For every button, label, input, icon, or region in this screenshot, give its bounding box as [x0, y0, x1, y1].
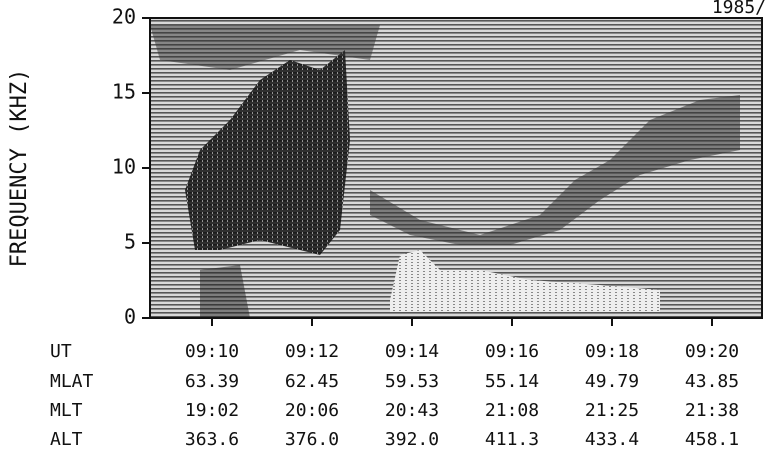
x-axis-label: UT — [50, 341, 72, 362]
ephemeris-value: 20:43 — [385, 400, 439, 421]
y-tick-label: 0 — [124, 305, 136, 329]
y-tick-label: 10 — [112, 155, 136, 179]
ephemeris-label: ALT — [50, 429, 83, 450]
spectrogram-image — [150, 18, 762, 318]
x-tick-label: 09:20 — [685, 341, 739, 362]
ephemeris-value: 21:38 — [685, 400, 739, 421]
x-tick-label: 09:16 — [485, 341, 539, 362]
ephemeris-label: MLAT — [50, 371, 94, 392]
ephemeris-value: 363.6 — [185, 429, 239, 450]
ephemeris-value: 62.45 — [285, 371, 339, 392]
ephemeris-value: 433.4 — [585, 429, 639, 450]
ephemeris-value: 19:02 — [185, 400, 239, 421]
y-tick-label: 20 — [112, 5, 136, 29]
x-tick-label: 09:12 — [285, 341, 339, 362]
y-tick-label: 15 — [112, 80, 136, 104]
ephemeris-value: 55.14 — [485, 371, 539, 392]
ephemeris-value: 59.53 — [385, 371, 439, 392]
ephemeris-value: 43.85 — [685, 371, 739, 392]
ephemeris-value: 411.3 — [485, 429, 539, 450]
ephemeris-value: 49.79 — [585, 371, 639, 392]
y-tick-label: 5 — [124, 230, 136, 254]
ephemeris-value: 20:06 — [285, 400, 339, 421]
ephemeris-value: 21:08 — [485, 400, 539, 421]
ephemeris-value: 21:25 — [585, 400, 639, 421]
x-tick-label: 09:18 — [585, 341, 639, 362]
ephemeris-value: 376.0 — [285, 429, 339, 450]
ephemeris-value: 458.1 — [685, 429, 739, 450]
y-axis-label: FREQUENCY (KHZ) — [7, 69, 32, 268]
ephemeris-value: 63.39 — [185, 371, 239, 392]
x-tick-label: 09:14 — [385, 341, 439, 362]
chart-title: 1985/ — [712, 0, 766, 18]
ephemeris-label: MLT — [50, 400, 83, 421]
x-tick-label: 09:10 — [185, 341, 239, 362]
ephemeris-value: 392.0 — [385, 429, 439, 450]
